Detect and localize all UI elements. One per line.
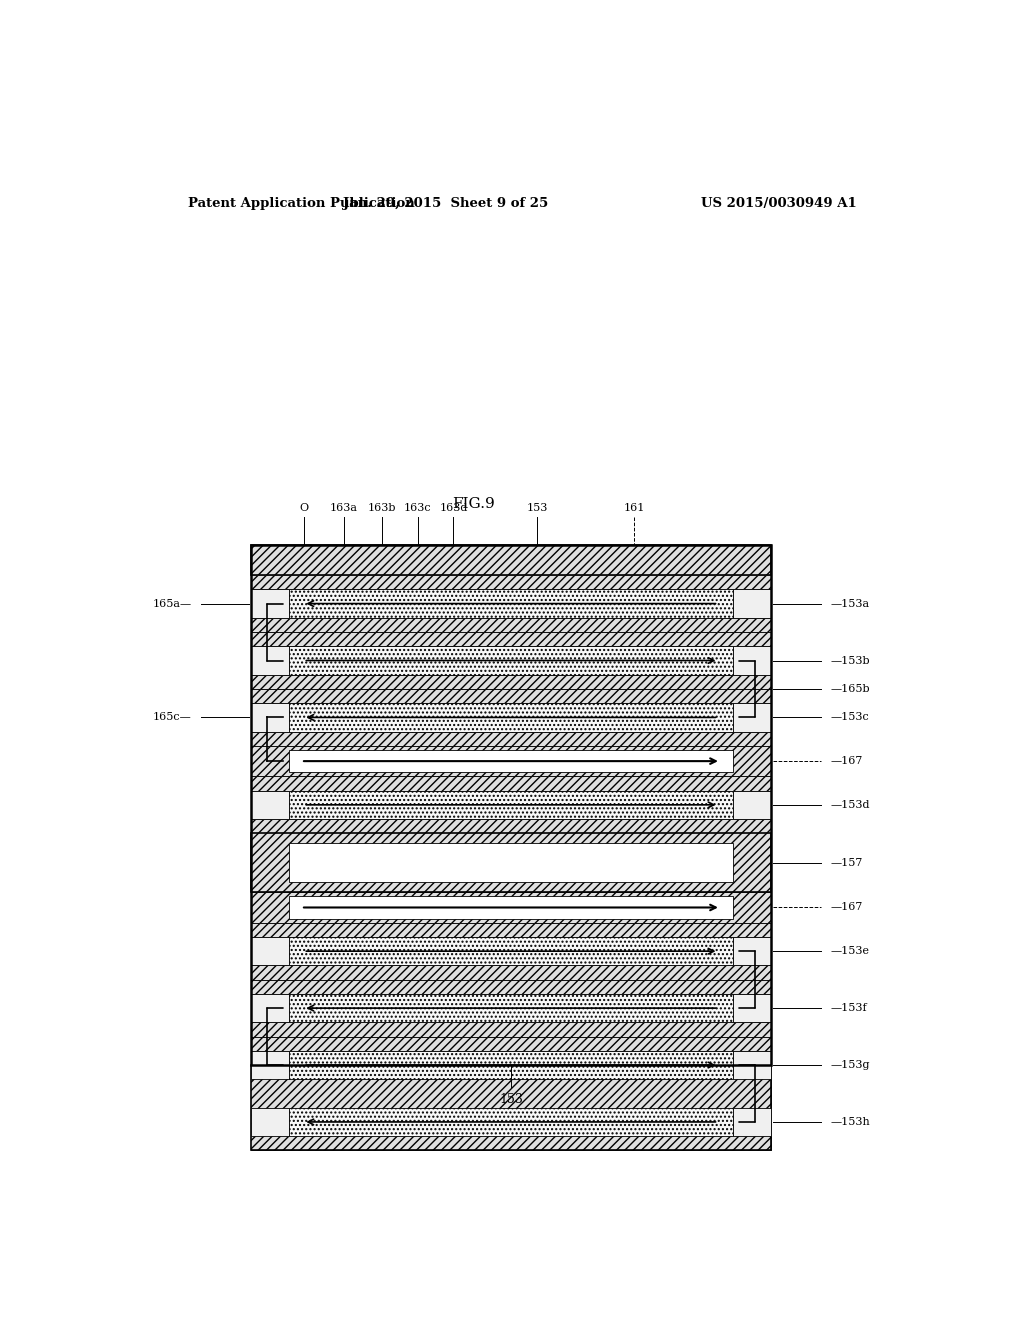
Bar	[251, 689, 771, 704]
Text: —153c: —153c	[830, 713, 869, 722]
Text: Patent Application Publication: Patent Application Publication	[187, 197, 415, 210]
Text: 153: 153	[499, 1093, 523, 1106]
Bar	[251, 979, 771, 994]
Bar	[251, 746, 771, 776]
Bar	[251, 820, 771, 833]
Bar	[251, 545, 771, 576]
Text: 153: 153	[526, 503, 548, 513]
Bar	[251, 632, 771, 647]
Text: —153g: —153g	[830, 1060, 869, 1071]
Bar	[251, 1093, 771, 1107]
Bar	[289, 704, 733, 731]
Text: US 2015/0030949 A1: US 2015/0030949 A1	[700, 197, 857, 210]
Bar	[251, 1137, 771, 1151]
Text: 163a: 163a	[330, 503, 357, 513]
Bar	[251, 892, 771, 923]
Bar	[251, 576, 771, 589]
Bar	[251, 923, 771, 937]
Text: 163b: 163b	[368, 503, 396, 513]
Text: —153a: —153a	[830, 598, 869, 609]
Text: 165c—: 165c—	[153, 713, 191, 722]
Bar	[251, 1051, 289, 1080]
Bar	[251, 1107, 289, 1137]
Bar	[733, 994, 771, 1023]
Bar	[251, 965, 771, 979]
Bar	[289, 647, 733, 675]
Bar	[251, 647, 289, 675]
Bar	[289, 1107, 733, 1137]
Bar	[251, 731, 771, 746]
Bar	[289, 937, 733, 965]
Bar	[733, 1107, 771, 1137]
Bar	[251, 589, 289, 618]
Text: 161: 161	[624, 503, 645, 513]
Bar	[251, 833, 771, 892]
Text: —153b: —153b	[830, 656, 870, 665]
Bar	[251, 1023, 771, 1036]
Bar	[733, 704, 771, 731]
Bar	[289, 896, 733, 919]
Bar	[251, 704, 289, 731]
Text: —167: —167	[830, 756, 862, 766]
Text: —165b: —165b	[830, 684, 870, 694]
Bar	[289, 750, 733, 772]
Bar	[251, 776, 771, 791]
Bar	[289, 843, 733, 882]
Bar	[251, 791, 289, 820]
Bar	[733, 589, 771, 618]
Bar	[733, 647, 771, 675]
Bar	[733, 791, 771, 820]
Bar	[733, 937, 771, 965]
Text: O: O	[300, 503, 309, 513]
Text: FIG.9: FIG.9	[452, 496, 495, 511]
Text: 163c: 163c	[403, 503, 431, 513]
Text: —167: —167	[830, 903, 862, 912]
Bar	[251, 1065, 771, 1151]
Text: 165a—: 165a—	[153, 598, 191, 609]
Bar	[289, 1051, 733, 1080]
Bar	[251, 545, 771, 1065]
Bar	[251, 937, 289, 965]
Bar	[251, 618, 771, 632]
Bar	[251, 994, 289, 1023]
Bar	[251, 1080, 771, 1093]
Bar	[733, 1051, 771, 1080]
Text: —153e: —153e	[830, 946, 869, 956]
Bar	[251, 1036, 771, 1051]
Text: —157: —157	[830, 858, 862, 867]
Text: —153f: —153f	[830, 1003, 867, 1014]
Text: —153d: —153d	[830, 800, 869, 810]
Text: Jan. 29, 2015  Sheet 9 of 25: Jan. 29, 2015 Sheet 9 of 25	[343, 197, 548, 210]
Bar	[289, 791, 733, 820]
Bar	[251, 675, 771, 689]
Text: 163d: 163d	[439, 503, 468, 513]
Bar	[289, 589, 733, 618]
Bar	[289, 994, 733, 1023]
Text: —153h: —153h	[830, 1117, 870, 1127]
